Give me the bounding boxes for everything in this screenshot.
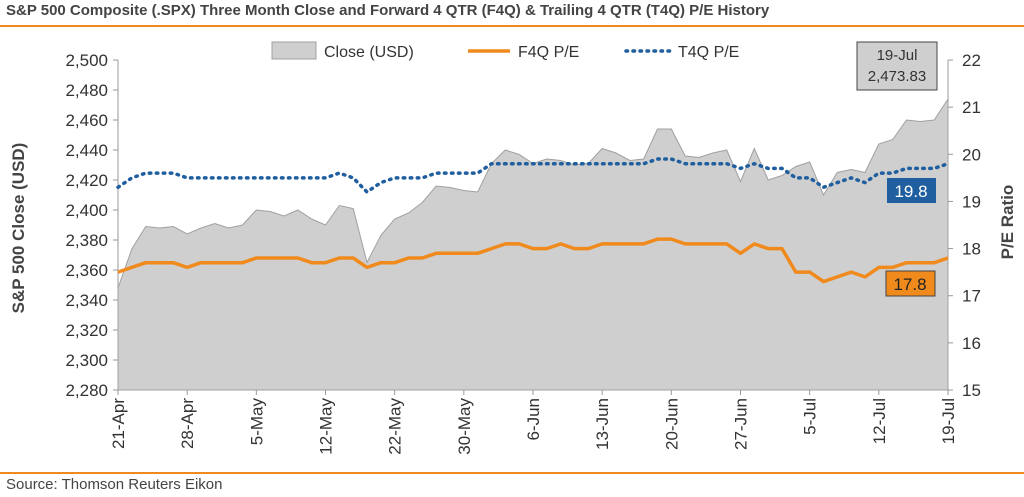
y2-tick-label: 20 [962, 145, 981, 164]
y-tick-label: 2,340 [65, 291, 108, 310]
y-tick-label: 2,300 [65, 351, 108, 370]
f4q-last-label: 17.8 [885, 270, 936, 297]
y2-tick-label: 21 [962, 98, 981, 117]
f4q-line [117, 237, 949, 284]
legend-swatch-close [271, 41, 317, 60]
y-tick-label: 2,460 [65, 111, 108, 130]
y-tick-label: 2,440 [65, 141, 108, 160]
t4q-last-value: 19.8 [894, 182, 927, 201]
x-tick-label: 27-Jun [732, 398, 751, 450]
y-tick-label: 2,320 [65, 321, 108, 340]
close-callout-date: 19-Jul [877, 47, 918, 64]
y2-tick-label: 19 [962, 192, 981, 211]
chart-title: S&P 500 Composite (.SPX) Three Month Clo… [6, 2, 770, 19]
y2-tick-label: 15 [962, 381, 981, 400]
y-tick-label: 2,400 [65, 201, 108, 220]
t4q-last-label: 19.8 [887, 178, 936, 203]
close-callout-box [856, 41, 938, 91]
y-tick-label: 2,480 [65, 81, 108, 100]
legend: Close (USD) F4Q P/E T4Q P/E [271, 41, 739, 61]
y2-tick-label: 18 [962, 240, 981, 259]
y-tick-label: 2,420 [65, 171, 108, 190]
x-tick-label: 6-Jun [524, 398, 543, 441]
f4q-last-value: 17.8 [893, 275, 926, 294]
y2-axis-ticks: 15 16 17 18 19 20 21 22 [948, 51, 981, 400]
y-tick-label: 2,500 [65, 51, 108, 70]
x-axis-ticks: 21-Apr 28-Apr 5-May 12-May 22-May 30-May 6-Jun… [109, 390, 958, 455]
close-callout: 19-Jul 2,473.83 [856, 41, 938, 91]
chart-svg: 2,280 2,300 2,320 2,340 2,360 2,380 2,400 2,420… [9, 41, 1017, 455]
y-tick-label: 2,360 [65, 261, 108, 280]
t4q-line [116, 157, 950, 195]
footer-rule [0, 472, 1024, 474]
x-tick-label: 5-May [247, 398, 266, 446]
title-rule [0, 25, 1024, 27]
legend-label-t4q: T4Q P/E [678, 44, 739, 61]
y2-tick-label: 16 [962, 334, 981, 353]
close-callout-value: 2,473.83 [868, 68, 926, 85]
legend-label-close: Close (USD) [324, 44, 414, 61]
t4q-last-box [887, 178, 936, 203]
y2-tick-label: 22 [962, 51, 981, 70]
y2-tick-label: 17 [962, 287, 981, 306]
y-axis-ticks: 2,280 2,300 2,320 2,340 2,360 2,380 2,400 2,420… [65, 51, 118, 400]
legend-label-f4q: F4Q P/E [518, 44, 579, 61]
x-tick-label: 20-Jun [662, 398, 681, 450]
x-tick-label: 19-Jul [939, 398, 958, 444]
close-area [117, 97, 949, 391]
x-tick-label: 12-Jul [870, 398, 889, 444]
x-tick-label: 12-May [317, 398, 336, 455]
x-tick-label: 5-Jul [801, 398, 820, 435]
x-tick-label: 21-Apr [109, 398, 128, 449]
y-tick-label: 2,280 [65, 381, 108, 400]
y-tick-label: 2,380 [65, 231, 108, 250]
x-tick-label: 13-Jun [593, 398, 612, 450]
x-tick-label: 28-Apr [178, 398, 197, 449]
y2-axis-label: P/E Ratio [998, 185, 1017, 260]
x-tick-label: 30-May [455, 398, 474, 455]
source-note: Source: Thomson Reuters Eikon [6, 476, 223, 493]
f4q-last-box [885, 270, 936, 297]
x-tick-label: 22-May [386, 398, 405, 455]
y-axis-label: S&P 500 Close (USD) [9, 143, 28, 314]
